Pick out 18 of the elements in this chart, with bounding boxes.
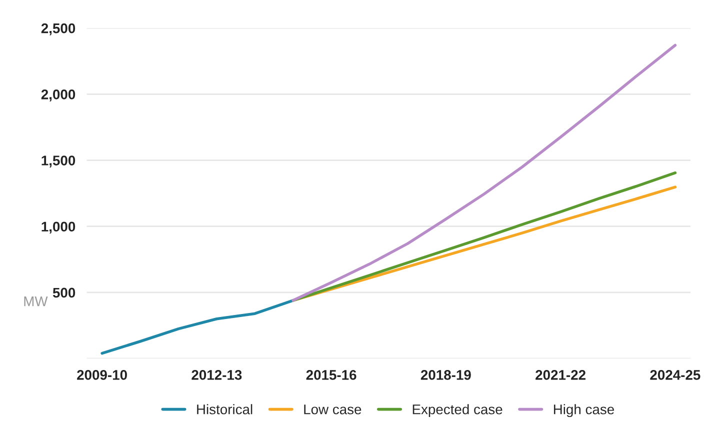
- x-tick-label: 2024-25: [650, 370, 700, 380]
- legend-label: Expected case: [412, 404, 502, 418]
- y-tick-label: 1,000: [42, 222, 76, 234]
- legend-label: High case: [554, 404, 614, 418]
- x-tick-label: 2012-13: [192, 370, 242, 380]
- x-tick-label: 2021-22: [536, 370, 586, 380]
- legend-label: Historical: [197, 404, 252, 414]
- y-axis-title: MW: [24, 296, 48, 306]
- y-tick-label: 1,500: [42, 156, 76, 168]
- x-tick-label: 2018-19: [420, 370, 471, 380]
- line-series: [292, 44, 677, 302]
- x-tick-label: 2009-10: [77, 370, 127, 380]
- legend-label: Low case: [304, 404, 362, 414]
- y-tick-label: 2,500: [41, 23, 76, 36]
- y-tick-label: 500: [52, 288, 76, 298]
- line-series: [100, 299, 294, 355]
- y-tick-label: 2,000: [41, 90, 76, 102]
- x-tick-label: 2015-16: [306, 370, 356, 380]
